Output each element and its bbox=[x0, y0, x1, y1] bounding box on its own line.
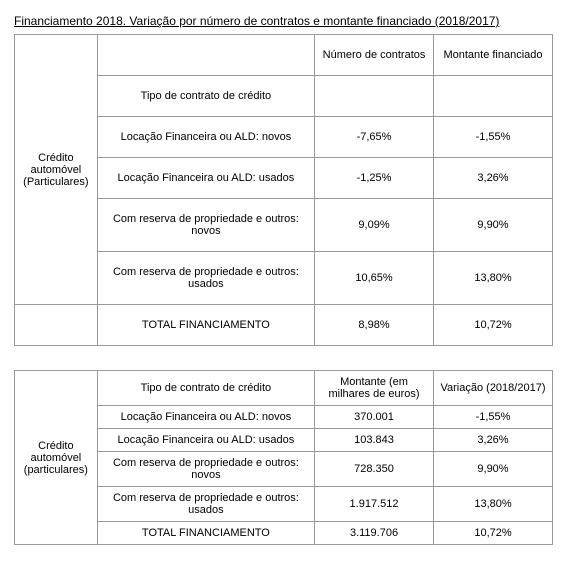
cell: 3,26% bbox=[434, 158, 553, 199]
cell: 103.843 bbox=[315, 429, 434, 452]
cell: 10,72% bbox=[434, 522, 553, 545]
table-row: TOTAL FINANCIAMENTO 8,98% 10,72% bbox=[15, 305, 553, 346]
cell: -1,55% bbox=[434, 117, 553, 158]
row-label: Com reserva de propriedade e outros: nov… bbox=[97, 452, 314, 487]
row-label: Com reserva de propriedade e outros: usa… bbox=[97, 487, 314, 522]
cell: -7,65% bbox=[315, 117, 434, 158]
cell: 9,90% bbox=[434, 199, 553, 252]
side-label: Crédito automóvel (particulares) bbox=[15, 371, 98, 545]
cell: 370.001 bbox=[315, 406, 434, 429]
header-cell: Variação (2018/2017) bbox=[434, 371, 553, 406]
cell: 10,65% bbox=[315, 252, 434, 305]
row-label: Com reserva de propriedade e outros: nov… bbox=[97, 199, 314, 252]
header-cell bbox=[97, 35, 314, 76]
cell: 13,80% bbox=[434, 487, 553, 522]
side-label: Crédito automóvel (Particulares) bbox=[15, 35, 98, 305]
cell: 9,90% bbox=[434, 452, 553, 487]
cell bbox=[15, 305, 98, 346]
row-label: Locação Financeira ou ALD: novos bbox=[97, 117, 314, 158]
cell: 728.350 bbox=[315, 452, 434, 487]
table-row: Crédito automóvel (particulares) Tipo de… bbox=[15, 371, 553, 406]
total-label: TOTAL FINANCIAMENTO bbox=[97, 305, 314, 346]
cell bbox=[315, 76, 434, 117]
cell: 8,98% bbox=[315, 305, 434, 346]
cell: 3,26% bbox=[434, 429, 553, 452]
cell bbox=[434, 76, 553, 117]
cell: 13,80% bbox=[434, 252, 553, 305]
page-title: Financiamento 2018. Variação por número … bbox=[14, 14, 553, 28]
cell: 9,09% bbox=[315, 199, 434, 252]
row-label: Locação Financeira ou ALD: usados bbox=[97, 429, 314, 452]
cell: 10,72% bbox=[434, 305, 553, 346]
table-row: Crédito automóvel (Particulares) Número … bbox=[15, 35, 553, 76]
header-cell: Montante (em milhares de euros) bbox=[315, 371, 434, 406]
header-cell: Tipo de contrato de crédito bbox=[97, 371, 314, 406]
cell: 1.917.512 bbox=[315, 487, 434, 522]
total-label: TOTAL FINANCIAMENTO bbox=[97, 522, 314, 545]
cell: -1,55% bbox=[434, 406, 553, 429]
row-label: Com reserva de propriedade e outros: usa… bbox=[97, 252, 314, 305]
cell: -1,25% bbox=[315, 158, 434, 199]
header-cell: Número de contratos bbox=[315, 35, 434, 76]
header-cell: Montante financiado bbox=[434, 35, 553, 76]
header-cell: Tipo de contrato de crédito bbox=[97, 76, 314, 117]
table-2: Crédito automóvel (particulares) Tipo de… bbox=[14, 370, 553, 545]
row-label: Locação Financeira ou ALD: usados bbox=[97, 158, 314, 199]
row-label: Locação Financeira ou ALD: novos bbox=[97, 406, 314, 429]
cell: 3.119.706 bbox=[315, 522, 434, 545]
table-1: Crédito automóvel (Particulares) Número … bbox=[14, 34, 553, 346]
